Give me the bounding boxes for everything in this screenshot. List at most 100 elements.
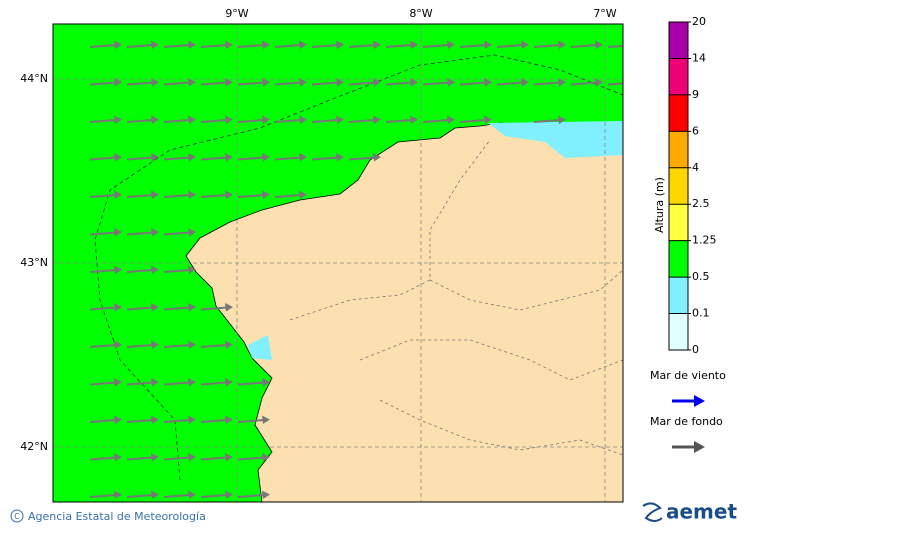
arrow-shaft xyxy=(163,156,191,161)
arrow-head xyxy=(373,40,381,49)
arrow-head xyxy=(114,228,122,237)
arrow-head xyxy=(558,78,566,87)
arrow xyxy=(274,153,307,162)
lat-label: 43°N xyxy=(20,256,48,269)
arrow-shaft xyxy=(459,81,487,86)
arrow-shaft xyxy=(200,44,228,48)
arrow-shaft xyxy=(163,44,191,48)
arrow xyxy=(126,115,159,124)
arrow-head xyxy=(336,78,344,87)
arrow-shaft xyxy=(348,81,376,86)
arrow-head xyxy=(595,40,603,49)
arrow xyxy=(89,378,122,387)
arrow xyxy=(200,40,233,49)
arrow xyxy=(274,40,307,49)
arrow-shaft xyxy=(385,81,413,86)
arrow xyxy=(237,78,270,87)
arrow xyxy=(237,115,270,124)
arrow-shaft xyxy=(89,381,117,386)
arrow xyxy=(348,153,381,162)
colorbar-label: 20 xyxy=(692,15,706,28)
arrow-shaft xyxy=(237,44,265,48)
arrow-head xyxy=(114,453,122,462)
colorbar-band xyxy=(669,240,688,278)
arrow-shaft xyxy=(163,119,191,123)
arrow-shaft xyxy=(311,44,339,48)
arrow-head xyxy=(410,40,418,49)
arrow-shaft xyxy=(459,44,487,48)
arrow xyxy=(200,190,233,199)
logo-icon xyxy=(642,502,663,522)
colorbar-label: 0.1 xyxy=(692,307,710,320)
arrow xyxy=(570,40,603,49)
arrow-head xyxy=(225,490,233,499)
arrow-shaft xyxy=(126,194,154,198)
arrow xyxy=(126,378,159,387)
arrow-shaft xyxy=(496,81,524,86)
arrow-head xyxy=(225,78,233,87)
arrow xyxy=(200,340,233,349)
arrow-head xyxy=(114,40,122,49)
swell-arrows xyxy=(89,40,640,499)
arrow-head xyxy=(336,153,344,162)
arrow-shaft xyxy=(570,44,598,48)
arrow-shaft xyxy=(237,456,265,461)
graticule xyxy=(53,24,623,502)
arrow xyxy=(200,490,233,499)
arrow xyxy=(459,78,492,87)
colorbar-band xyxy=(669,313,688,350)
arrow-head xyxy=(151,115,159,124)
arrow-head xyxy=(558,115,566,124)
arrow xyxy=(422,78,455,87)
arrow xyxy=(459,115,492,124)
arrow-shaft xyxy=(200,419,228,423)
arrow xyxy=(89,303,122,312)
colorbar-label: 9 xyxy=(692,88,699,101)
arrow xyxy=(163,303,196,312)
arrow-shaft xyxy=(89,456,117,461)
arrow xyxy=(311,153,344,162)
arrow-head xyxy=(188,340,196,349)
colorbar-label: 1.25 xyxy=(692,234,717,247)
arrow-head xyxy=(225,340,233,349)
arrow-head xyxy=(373,115,381,124)
logo-swirl xyxy=(642,502,663,522)
arrow xyxy=(237,490,270,499)
arrow xyxy=(126,153,159,162)
arrow xyxy=(163,415,196,424)
arrow-head xyxy=(188,78,196,87)
arrow xyxy=(200,303,233,312)
arrow-shaft xyxy=(237,494,265,498)
arrow-head xyxy=(114,115,122,124)
colorbar-label: 0.5 xyxy=(692,270,710,283)
arrow-head xyxy=(632,78,640,87)
arrow-shaft xyxy=(200,456,228,461)
arrow-shaft xyxy=(200,494,228,498)
arrow xyxy=(274,190,307,199)
arrow xyxy=(89,190,122,199)
arrow xyxy=(311,78,344,87)
arrow xyxy=(237,153,270,162)
arrow-shaft xyxy=(126,119,154,123)
arrow xyxy=(274,115,307,124)
arrow xyxy=(126,490,159,499)
arrow xyxy=(385,115,418,124)
arrow-shaft xyxy=(237,381,265,386)
arrow xyxy=(237,415,270,424)
arrow-shaft xyxy=(200,306,228,311)
arrow-head xyxy=(262,40,270,49)
arrow-shaft xyxy=(274,194,302,198)
arrow-head xyxy=(558,40,566,49)
arrow xyxy=(126,228,159,237)
arrow-head xyxy=(299,153,307,162)
arrow xyxy=(163,40,196,49)
arrow xyxy=(163,78,196,87)
arrow-shaft xyxy=(237,156,265,161)
arrow xyxy=(126,40,159,49)
arrow-head xyxy=(151,190,159,199)
arrow-head xyxy=(151,228,159,237)
colorbar: 0 0.1 0.5 1.25 2.5 4 6 9 14 20 xyxy=(668,15,717,356)
arrow-head xyxy=(521,78,529,87)
arrow-shaft xyxy=(163,456,191,461)
arrow-head xyxy=(114,415,122,424)
